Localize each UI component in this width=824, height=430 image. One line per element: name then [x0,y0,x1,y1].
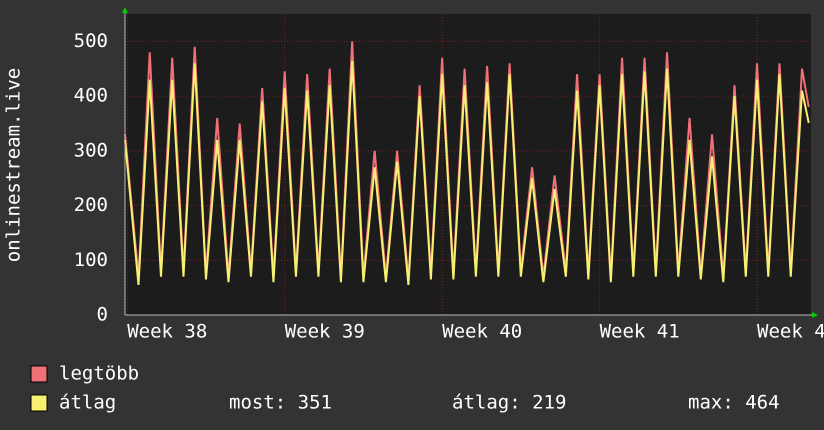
y-tick-label: 0 [97,304,108,326]
y-axis-label: onlinestream.live [3,68,25,262]
legend-swatch [30,394,48,412]
x-tick-label: Week 4 [757,321,824,343]
legend-swatch [30,365,48,383]
legend-label: átlag [59,392,116,414]
y-tick-label: 500 [74,30,108,52]
y-tick-label: 400 [74,85,108,107]
x-tick-label: Week 41 [600,321,680,343]
x-tick-label: Week 39 [285,321,365,343]
axis-arrow [122,7,128,13]
y-tick-label: 100 [74,249,108,271]
x-tick-label: Week 40 [442,321,522,343]
legend-stat: átlag: 219 [452,392,566,414]
axis-arrow [812,312,818,318]
legend-stat: most: 351 [229,392,332,414]
plot-area [125,14,811,315]
legend-stat: max: 464 [688,392,780,414]
series-line [124,61,810,285]
legend-label: legtöbb [59,363,139,385]
y-tick-label: 300 [74,139,108,161]
x-tick-label: Week 38 [127,321,207,343]
y-tick-label: 200 [74,194,108,216]
